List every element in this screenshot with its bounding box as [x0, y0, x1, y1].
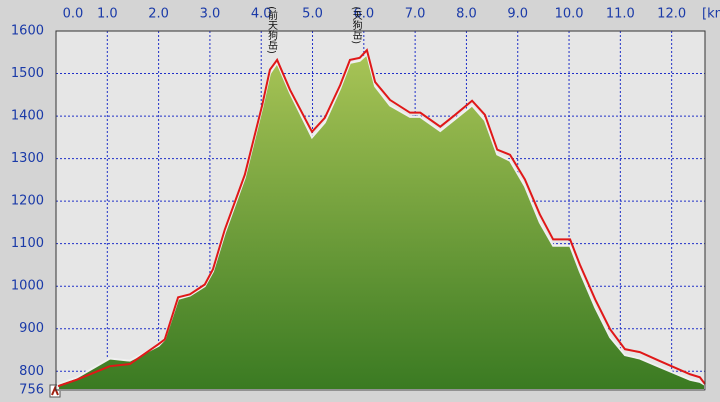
x-tick-label: 3.0 — [200, 7, 221, 22]
y-tick-label: 900 — [19, 321, 44, 336]
x-tick-label: 10.0 — [555, 7, 584, 22]
x-tick-label: 1.0 — [97, 7, 118, 22]
y-tick-label: 1300 — [11, 151, 44, 166]
y-tick-label: 1200 — [11, 194, 44, 209]
plot-border — [55, 30, 706, 391]
x-tick-label: 4.0 — [251, 7, 272, 22]
x-axis-label: [km] — [702, 7, 720, 22]
x-tick-label: 9.0 — [507, 7, 528, 22]
y-tick-label: 1500 — [11, 66, 44, 81]
peak-label: (天狗岳) — [350, 6, 362, 44]
x-tick-label: 8.0 — [456, 7, 477, 22]
x-tick-label: 2.0 — [148, 7, 169, 22]
peak-label: (前天狗岳) — [265, 6, 277, 54]
x-tick-label: 12.0 — [657, 7, 686, 22]
y-tick-label: 756 — [19, 383, 44, 398]
elevation-area — [57, 52, 706, 391]
x-tick-label: 5.0 — [302, 7, 323, 22]
track-line — [57, 48, 706, 388]
y-tick-label: 1000 — [11, 279, 44, 294]
y-tick-label: 1600 — [11, 24, 44, 39]
y-tick-label: 1100 — [11, 236, 44, 251]
y-tick-label: 800 — [19, 364, 44, 379]
x-tick-label: 6.0 — [353, 7, 374, 22]
y-tick-label: 1400 — [11, 109, 44, 124]
x-tick-label: 0.0 — [63, 7, 84, 22]
x-tick-label: 7.0 — [405, 7, 426, 22]
x-tick-label: 11.0 — [606, 7, 635, 22]
